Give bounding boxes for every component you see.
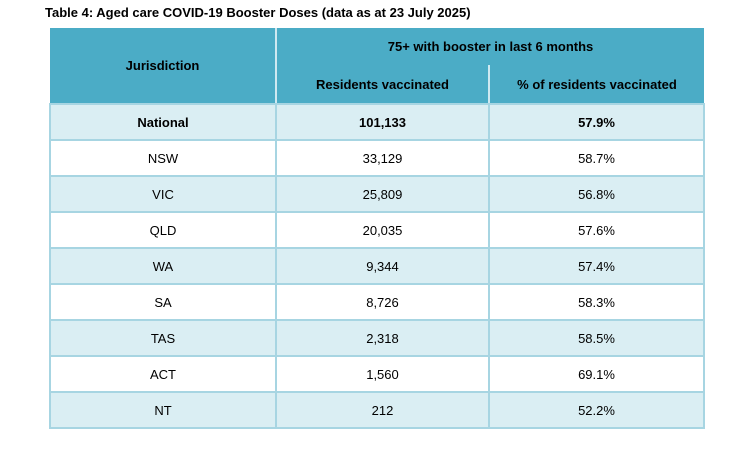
- pct-vaccinated-cell: 57.6%: [487, 211, 706, 249]
- residents-vaccinated-cell: 101,133: [275, 103, 490, 141]
- header-row-group: Jurisdiction 75+ with booster in last 6 …: [50, 28, 705, 105]
- residents-vaccinated-cell: 2,318: [275, 319, 490, 357]
- table-row-act: ACT 1,560 69.1%: [49, 355, 706, 393]
- table-header: Jurisdiction 75+ with booster in last 6 …: [50, 28, 705, 105]
- pct-vaccinated-cell: 58.7%: [487, 139, 706, 177]
- pct-vaccinated-cell: 58.3%: [487, 283, 706, 321]
- header-row-sub: Residents vaccinated % of residents vacc…: [50, 65, 705, 105]
- jurisdiction-cell: WA: [49, 247, 277, 285]
- col-header-pct-residents-vaccinated: % of residents vaccinated: [487, 65, 705, 105]
- table-body: National 101,133 57.9% NSW 33,129 58.7% …: [49, 103, 706, 429]
- pct-vaccinated-cell: 56.8%: [487, 175, 706, 213]
- pct-vaccinated-cell: 57.4%: [487, 247, 706, 285]
- table-row-tas: TAS 2,318 58.5%: [49, 319, 706, 357]
- jurisdiction-cell: NSW: [49, 139, 277, 177]
- residents-vaccinated-cell: 1,560: [275, 355, 490, 393]
- residents-vaccinated-cell: 33,129: [275, 139, 490, 177]
- jurisdiction-cell: TAS: [49, 319, 277, 357]
- booster-doses-table: Jurisdiction 75+ with booster in last 6 …: [49, 28, 706, 429]
- jurisdiction-cell: NT: [49, 391, 277, 429]
- residents-vaccinated-cell: 25,809: [275, 175, 490, 213]
- residents-vaccinated-cell: 212: [275, 391, 490, 429]
- table-row-vic: VIC 25,809 56.8%: [49, 175, 706, 213]
- col-header-residents-vaccinated: Residents vaccinated: [276, 65, 489, 105]
- jurisdiction-cell: SA: [49, 283, 277, 321]
- col-header-jurisdiction: Jurisdiction: [50, 28, 277, 105]
- table-row-wa: WA 9,344 57.4%: [49, 247, 706, 285]
- jurisdiction-cell: ACT: [49, 355, 277, 393]
- table-row-national: National 101,133 57.9%: [49, 103, 706, 141]
- col-header-group-75plus-booster: 75+ with booster in last 6 months: [276, 28, 705, 65]
- pct-vaccinated-cell: 52.2%: [487, 391, 706, 429]
- table-row-nsw: NSW 33,129 58.7%: [49, 139, 706, 177]
- table-row-nt: NT 212 52.2%: [49, 391, 706, 429]
- table-row-qld: QLD 20,035 57.6%: [49, 211, 706, 249]
- table-title: Table 4: Aged care COVID-19 Booster Dose…: [45, 5, 471, 20]
- residents-vaccinated-cell: 8,726: [275, 283, 490, 321]
- residents-vaccinated-cell: 9,344: [275, 247, 490, 285]
- pct-vaccinated-cell: 69.1%: [487, 355, 706, 393]
- jurisdiction-cell: National: [49, 103, 277, 141]
- pct-vaccinated-cell: 58.5%: [487, 319, 706, 357]
- residents-vaccinated-cell: 20,035: [275, 211, 490, 249]
- jurisdiction-cell: VIC: [49, 175, 277, 213]
- jurisdiction-cell: QLD: [49, 211, 277, 249]
- table-row-sa: SA 8,726 58.3%: [49, 283, 706, 321]
- pct-vaccinated-cell: 57.9%: [487, 103, 706, 141]
